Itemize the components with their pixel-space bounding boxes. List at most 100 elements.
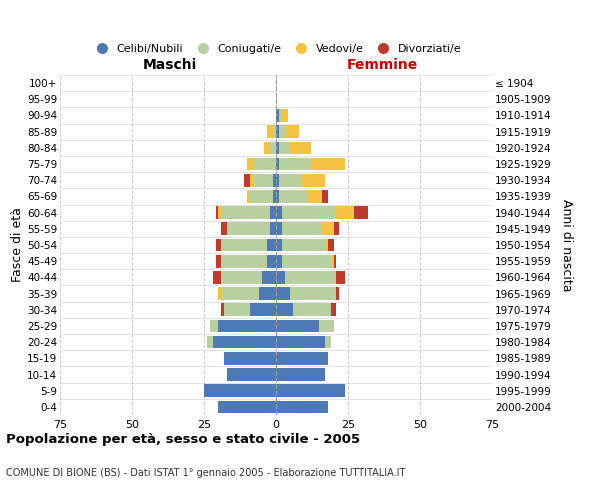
Bar [276,222,282,235]
Bar [218,400,276,413]
Bar [224,352,276,364]
Bar [215,238,221,252]
Bar [224,304,250,316]
Bar [284,126,299,138]
Bar [325,238,328,252]
Bar [276,271,284,283]
Bar [322,222,334,235]
Bar [218,288,221,300]
Bar [273,190,276,202]
Bar [268,255,276,268]
Bar [227,222,270,235]
Bar [270,206,276,219]
Bar [221,255,268,268]
Bar [279,126,284,138]
Bar [276,320,319,332]
Text: COMUNE DI BIONE (BS) - Dati ISTAT 1° gennaio 2005 - Elaborazione TUTTITALIA.IT: COMUNE DI BIONE (BS) - Dati ISTAT 1° gen… [6,468,406,477]
Bar [250,304,276,316]
Bar [221,271,262,283]
Bar [218,206,221,219]
Bar [276,126,279,138]
Bar [337,206,354,219]
Bar [325,336,331,348]
Bar [276,304,293,316]
Bar [290,142,311,154]
Bar [328,238,334,252]
Text: Maschi: Maschi [142,58,197,72]
Bar [250,190,273,202]
Bar [207,336,212,348]
Bar [276,158,279,170]
Bar [273,174,276,186]
Bar [276,368,325,381]
Bar [276,336,325,348]
Bar [282,222,322,235]
Bar [279,109,282,122]
Bar [322,190,328,202]
Bar [268,238,276,252]
Bar [276,190,279,202]
Bar [282,238,325,252]
Bar [218,320,276,332]
Bar [293,304,331,316]
Bar [276,109,279,122]
Bar [331,255,334,268]
Bar [212,336,276,348]
Bar [247,158,253,170]
Bar [273,126,276,138]
Bar [262,271,276,283]
Bar [284,271,337,283]
Bar [276,352,328,364]
Bar [215,206,218,219]
Bar [244,174,250,186]
Bar [282,255,331,268]
Bar [319,320,334,332]
Bar [282,109,287,122]
Bar [279,158,311,170]
Bar [311,158,345,170]
Bar [265,142,270,154]
Bar [276,288,290,300]
Bar [276,206,282,219]
Bar [221,222,227,235]
Bar [221,288,259,300]
Bar [210,320,218,332]
Bar [337,271,345,283]
Bar [276,384,345,397]
Bar [308,190,322,202]
Bar [337,288,340,300]
Bar [334,255,337,268]
Bar [212,271,221,283]
Bar [279,174,302,186]
Bar [334,222,340,235]
Bar [204,384,276,397]
Bar [276,400,328,413]
Y-axis label: Fasce di età: Fasce di età [11,208,24,282]
Bar [253,174,273,186]
Bar [276,174,279,186]
Bar [259,288,276,300]
Bar [290,288,337,300]
Bar [227,368,276,381]
Bar [279,190,308,202]
Bar [270,142,276,154]
Bar [268,126,273,138]
Text: Femmine: Femmine [347,58,418,72]
Bar [215,255,221,268]
Bar [302,174,325,186]
Legend: Celibi/Nubili, Coniugati/e, Vedovi/e, Divorziati/e: Celibi/Nubili, Coniugati/e, Vedovi/e, Di… [86,40,466,58]
Bar [279,142,290,154]
Bar [221,206,270,219]
Bar [250,174,253,186]
Bar [276,142,279,154]
Bar [221,304,224,316]
Bar [221,238,268,252]
Bar [247,190,250,202]
Bar [253,158,276,170]
Bar [276,238,282,252]
Y-axis label: Anni di nascita: Anni di nascita [560,198,573,291]
Bar [282,206,337,219]
Bar [331,304,337,316]
Bar [354,206,368,219]
Bar [276,255,282,268]
